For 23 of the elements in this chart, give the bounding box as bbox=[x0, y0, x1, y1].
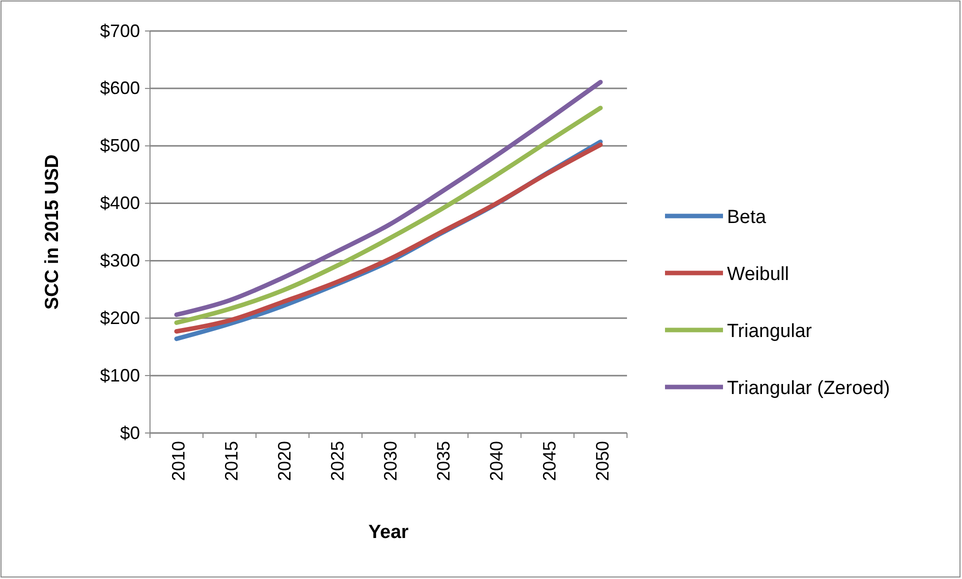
y-tick-label: $600 bbox=[100, 78, 140, 98]
legend-label: Triangular (Zeroed) bbox=[727, 378, 890, 399]
x-tick-label: 2020 bbox=[274, 441, 294, 482]
y-axis-title: SCC in 2015 USD bbox=[42, 154, 63, 310]
x-tick-label: 2050 bbox=[592, 441, 612, 482]
y-tick-label: $400 bbox=[100, 193, 140, 214]
x-axis-title: Year bbox=[368, 522, 410, 543]
y-tick-label: $0 bbox=[120, 422, 140, 443]
x-tick-label: 2040 bbox=[486, 441, 506, 482]
x-tick-label: 2010 bbox=[168, 441, 188, 482]
y-tick-label: $500 bbox=[100, 136, 140, 156]
y-tick-label: $100 bbox=[100, 365, 140, 386]
x-tick-label: 2030 bbox=[380, 441, 400, 482]
y-tick-label: $200 bbox=[100, 308, 140, 328]
y-tick-label: $300 bbox=[100, 250, 140, 270]
x-tick-label: 2025 bbox=[328, 441, 348, 482]
y-tick-label: $700 bbox=[100, 20, 140, 41]
legend-label: Beta bbox=[727, 207, 767, 228]
x-tick-label: 2015 bbox=[222, 441, 242, 482]
legend-label: Triangular bbox=[727, 321, 813, 342]
x-tick-label: 2035 bbox=[434, 441, 454, 482]
x-tick-label: 2045 bbox=[540, 441, 560, 482]
legend-label: Weibull bbox=[727, 264, 789, 285]
